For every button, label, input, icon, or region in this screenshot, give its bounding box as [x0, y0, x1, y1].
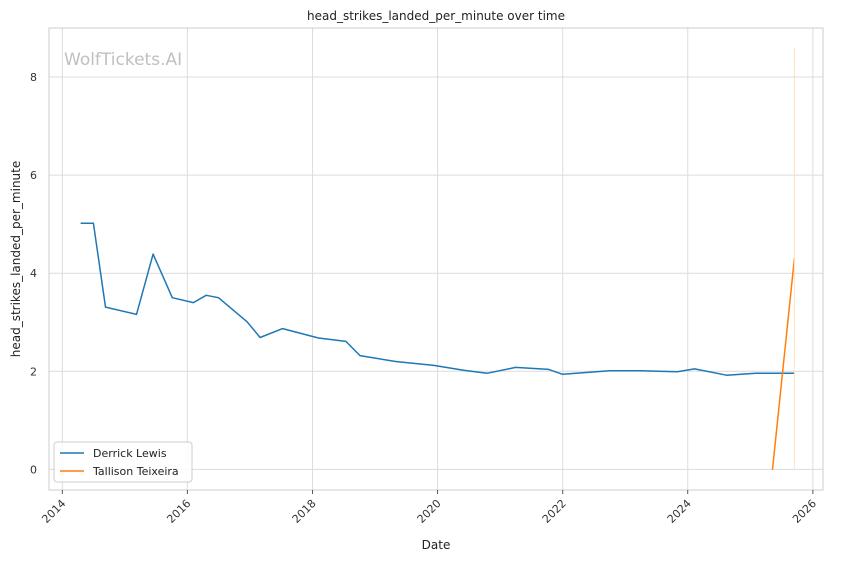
data-point-derrick-lewis — [515, 366, 517, 368]
x-tick-label: 2024 — [665, 497, 694, 526]
data-point-derrick-lewis — [205, 294, 207, 296]
data-point-tallison-teixeira — [771, 468, 774, 470]
watermark: WolfTickets.AI — [64, 50, 182, 70]
data-point-derrick-lewis — [246, 321, 248, 323]
data-point-derrick-lewis — [433, 364, 435, 366]
data-point-derrick-lewis — [152, 253, 154, 255]
data-point-derrick-lewis — [92, 222, 94, 224]
data-point-derrick-lewis — [676, 371, 678, 373]
data-point-derrick-lewis — [104, 306, 107, 308]
y-tick-label: 4 — [30, 267, 37, 280]
data-point-derrick-lewis — [359, 355, 361, 357]
data-point-derrick-lewis — [317, 337, 320, 339]
chart-title: head_strikes_landed_per_minute over time — [307, 9, 565, 23]
legend-box — [53, 441, 193, 483]
x-tick-label: 2014 — [39, 497, 68, 526]
data-point-derrick-lewis — [486, 372, 488, 374]
y-axis-label: head_strikes_landed_per_minute — [9, 161, 23, 358]
data-point-derrick-lewis — [775, 372, 777, 374]
grid — [49, 28, 823, 490]
data-point-derrick-lewis — [726, 374, 728, 376]
data-point-derrick-lewis — [547, 368, 550, 370]
data-point-derrick-lewis — [608, 370, 611, 372]
data-point-derrick-lewis — [192, 302, 194, 304]
x-axis-label: Date — [422, 538, 451, 552]
x-tick-label: 2016 — [164, 497, 193, 526]
plot-lines — [80, 47, 796, 470]
data-point-derrick-lewis — [395, 360, 397, 363]
legend-label-tallison-teixeira: Tallison Teixeira — [92, 465, 179, 478]
data-point-derrick-lewis — [463, 369, 465, 371]
y-tick-label: 6 — [30, 169, 37, 182]
data-point-derrick-lewis — [562, 373, 564, 375]
data-point-derrick-lewis — [259, 336, 261, 339]
series-line-tallison-teixeira — [771, 258, 796, 470]
legend: Derrick Lewis Tallison Teixeira — [53, 441, 193, 483]
plot-frame — [48, 27, 824, 491]
data-point-derrick-lewis — [217, 297, 220, 299]
data-point-derrick-lewis — [135, 313, 138, 315]
data-point-derrick-lewis — [171, 297, 173, 299]
data-point-derrick-lewis — [755, 372, 757, 374]
x-tick-label: 2018 — [290, 497, 319, 526]
data-point-derrick-lewis — [80, 222, 82, 224]
x-tick-label: 2020 — [415, 497, 444, 526]
x-tick-label: 2022 — [540, 497, 569, 526]
data-point-derrick-lewis — [640, 370, 642, 372]
y-tick-label: 8 — [30, 71, 37, 84]
data-point-derrick-lewis — [694, 368, 696, 370]
legend-label-derrick-lewis: Derrick Lewis — [93, 447, 167, 460]
y-tick-label: 0 — [30, 463, 37, 476]
series-line-derrick-lewis — [81, 222, 795, 376]
x-tick-label: 2026 — [790, 497, 819, 526]
y-tick-label: 2 — [30, 365, 37, 378]
data-point-derrick-lewis — [345, 340, 347, 342]
data-point-derrick-lewis — [282, 328, 284, 330]
